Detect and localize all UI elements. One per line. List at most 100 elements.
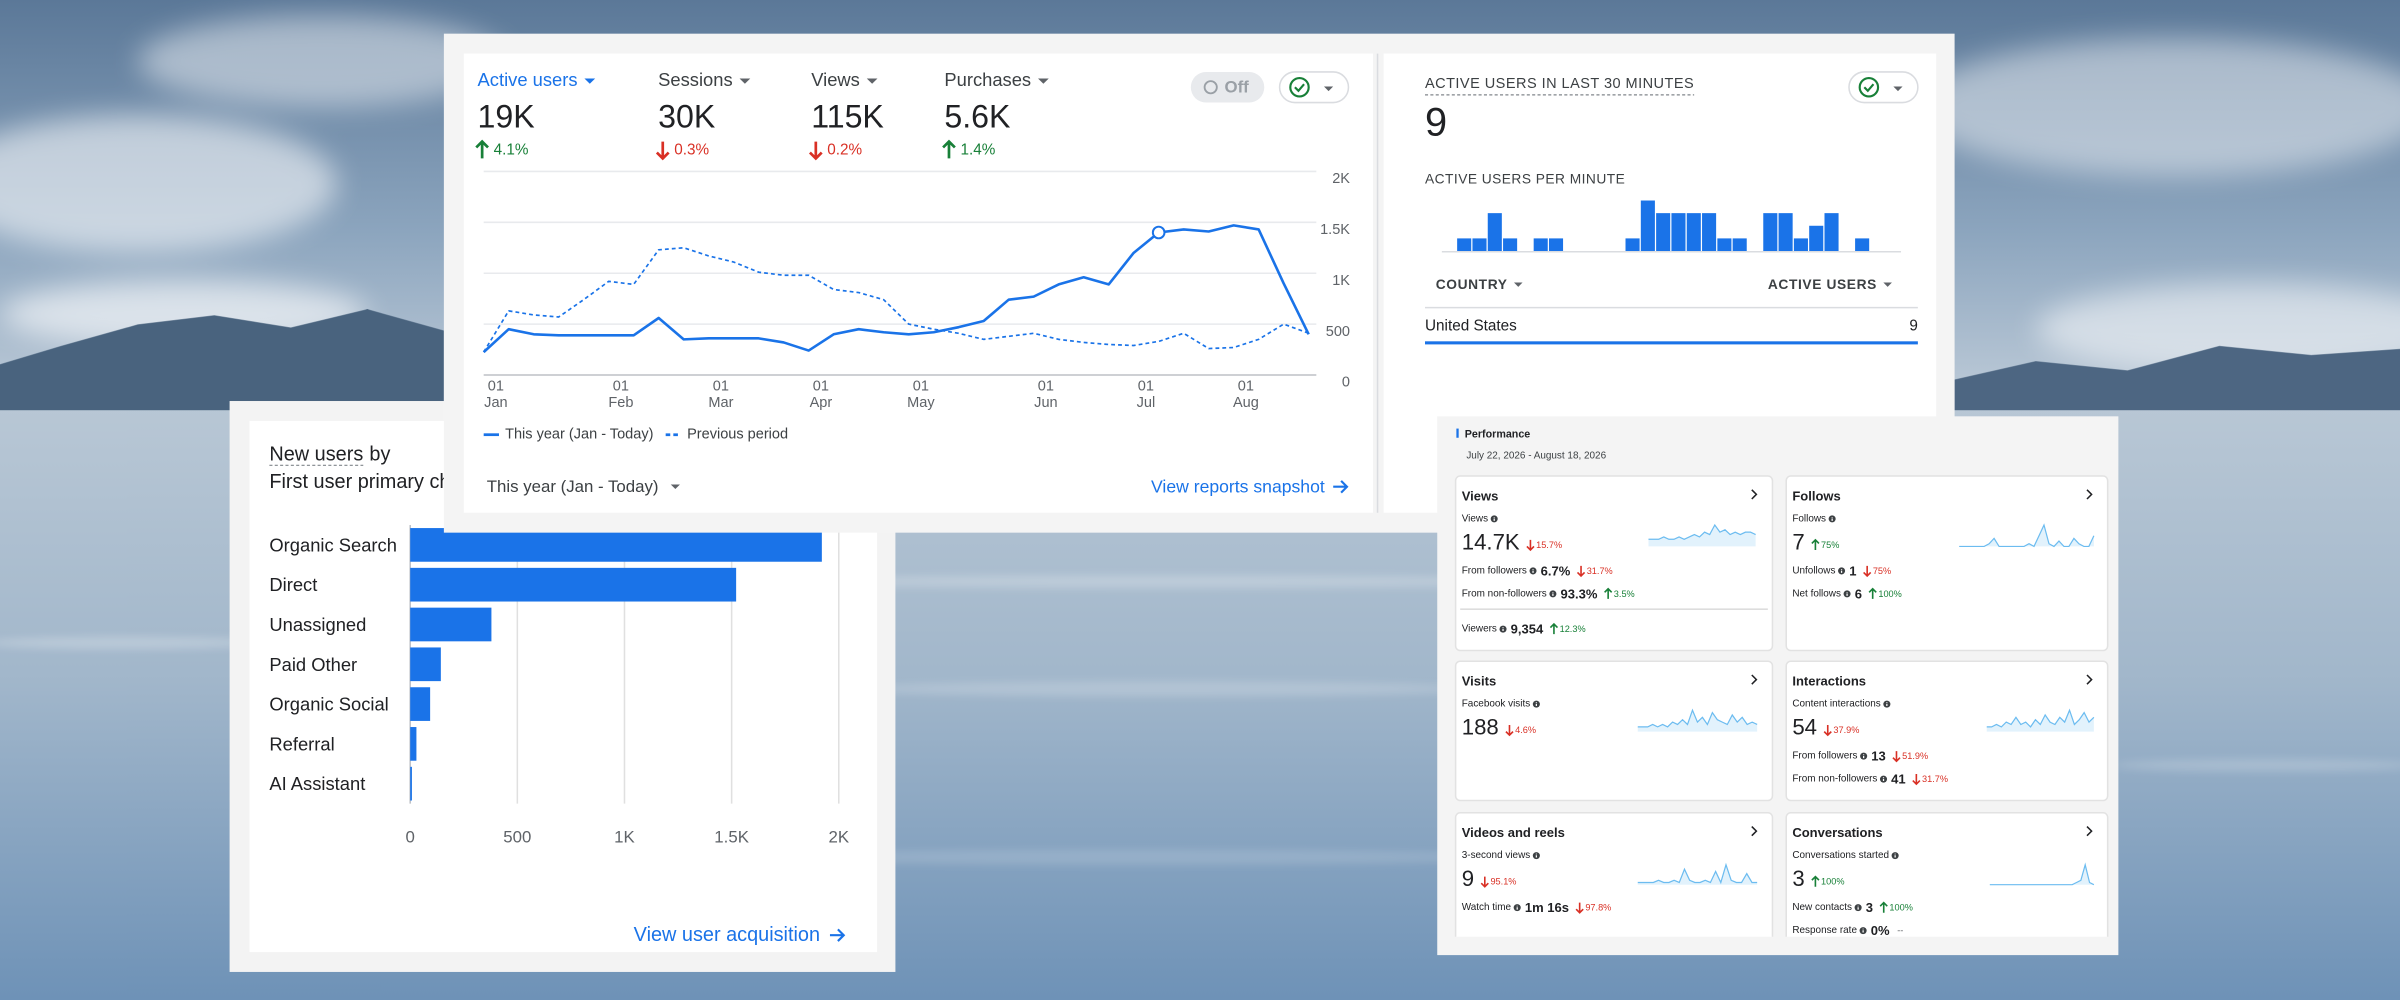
trend-change: 4.1% xyxy=(494,142,529,159)
trend-arrow xyxy=(1549,622,1559,635)
trend-arrow xyxy=(475,139,489,159)
dropdown-caret xyxy=(1513,282,1523,287)
trend-change: 75% xyxy=(1821,540,1839,550)
bar xyxy=(1732,238,1747,252)
x-tick-label-box: 01 Jan xyxy=(484,378,508,412)
share-bar xyxy=(1425,341,1918,345)
bar xyxy=(410,607,492,642)
row-label: Unfollows xyxy=(1792,565,1835,576)
metric-tab-label[interactable]: Views xyxy=(811,69,860,90)
bar xyxy=(1533,238,1548,252)
bar xyxy=(410,766,412,801)
dropdown-caret xyxy=(584,78,596,84)
card-link[interactable]: View reports snapshot xyxy=(1151,477,1325,497)
title-metric: New users xyxy=(269,444,363,466)
trend-change: 3.5% xyxy=(1614,589,1635,599)
card-value: 3 xyxy=(1792,866,1804,891)
y-tick-label: 2K xyxy=(1332,171,1350,187)
toggle[interactable] xyxy=(1190,71,1265,103)
card-link[interactable]: View user acquisition xyxy=(634,924,820,946)
row-label: From followers xyxy=(1792,751,1857,762)
metric-card xyxy=(1454,660,1774,802)
performance-card: Performance July 22, 2026 - August 18, 20… xyxy=(1437,416,2119,956)
chevron xyxy=(1751,489,1758,500)
card-metric: Conversations started xyxy=(1792,850,1889,861)
table-header[interactable]: COUNTRY xyxy=(1436,277,1508,292)
trend-change: 1.4% xyxy=(960,142,995,159)
row-value: 9,354 xyxy=(1511,622,1544,637)
row-label: New contacts xyxy=(1792,902,1852,913)
bar xyxy=(1640,200,1655,252)
clouds xyxy=(0,15,2400,375)
trend-arrow xyxy=(1912,774,1921,786)
row-value: 93.3% xyxy=(1561,586,1598,601)
x-tick-label: 500 xyxy=(503,828,531,847)
trend-change: 31.7% xyxy=(1922,774,1948,784)
bar xyxy=(410,687,431,721)
series-line xyxy=(482,246,1309,353)
row-value: 3 xyxy=(1866,900,1873,915)
trend-change: 100% xyxy=(1821,877,1844,887)
trend-change: 15.7% xyxy=(1536,540,1562,550)
chevron xyxy=(2086,489,2093,500)
card-title: Visits xyxy=(1462,674,1496,689)
row-label: Net follows xyxy=(1792,588,1841,599)
spark-line xyxy=(1637,708,1758,728)
metric-tab-label[interactable]: Active users xyxy=(478,69,578,90)
x-tick-label-box: 01 Aug xyxy=(1233,378,1259,412)
trend-change: 31.7% xyxy=(1587,566,1613,576)
bar xyxy=(1717,238,1732,252)
trend-change: 100% xyxy=(1878,589,1901,599)
card-value: 188 xyxy=(1462,715,1499,740)
x-tick-label-box: 01 Jul xyxy=(1137,378,1156,412)
table-header[interactable]: ACTIVE USERS xyxy=(1768,277,1877,292)
bar xyxy=(1855,238,1870,252)
spark-line xyxy=(1648,523,1756,540)
toggle-icon xyxy=(1203,80,1218,95)
row-label: From non-followers xyxy=(1792,774,1877,785)
trend-change: 4.6% xyxy=(1515,725,1536,735)
chevron xyxy=(2086,674,2093,685)
dropdown-caret xyxy=(1893,86,1903,92)
metric-tab-label[interactable]: Sessions xyxy=(658,69,732,90)
trend-arrow xyxy=(1811,875,1820,887)
category-label: Unassigned xyxy=(269,614,366,635)
header-marker xyxy=(1456,428,1459,438)
x-tick-label: 01 Jan xyxy=(484,378,508,412)
x-tick-label: 01 Jun xyxy=(1034,378,1058,412)
trend-arrow xyxy=(1604,587,1613,599)
metric-value: 5.6K xyxy=(944,98,1011,134)
row-value: 41 xyxy=(1891,772,1905,787)
reflection xyxy=(857,681,1470,697)
reflection xyxy=(765,575,1562,588)
card-title: Videos and reels xyxy=(1462,825,1565,840)
trend-arrow xyxy=(808,141,823,161)
trend-arrow xyxy=(1480,876,1489,888)
bar xyxy=(1671,213,1686,252)
status-icon xyxy=(1858,76,1880,98)
period-selector[interactable]: This year (Jan - Today) xyxy=(487,477,659,496)
trend-arrow xyxy=(1879,901,1888,913)
y-tick-label: 1K xyxy=(1332,273,1350,289)
y-tick-label: 0 xyxy=(1342,375,1350,391)
x-tick-label: 1K xyxy=(614,828,635,847)
bar xyxy=(1763,213,1778,252)
category-label: Organic Social xyxy=(269,694,388,715)
x-tick-label: 01 Feb xyxy=(608,378,634,412)
card-metric: Facebook visits xyxy=(1462,699,1531,710)
bar xyxy=(410,727,417,761)
bar xyxy=(1457,238,1472,252)
metric-tab-label[interactable]: Purchases xyxy=(944,69,1031,90)
card-title: Conversations xyxy=(1792,825,1882,840)
x-tick-label: 2K xyxy=(828,828,849,847)
trend-arrow xyxy=(1863,565,1872,578)
trend-change: 100% xyxy=(1889,903,1912,913)
x-tick-label: 01 Apr xyxy=(809,378,833,412)
trend-arrow xyxy=(942,139,956,159)
y-tick-label: 500 xyxy=(1326,324,1350,340)
trend-arrow xyxy=(1575,902,1584,914)
spark-area xyxy=(1986,710,2094,732)
metric-value: 19K xyxy=(478,98,536,134)
